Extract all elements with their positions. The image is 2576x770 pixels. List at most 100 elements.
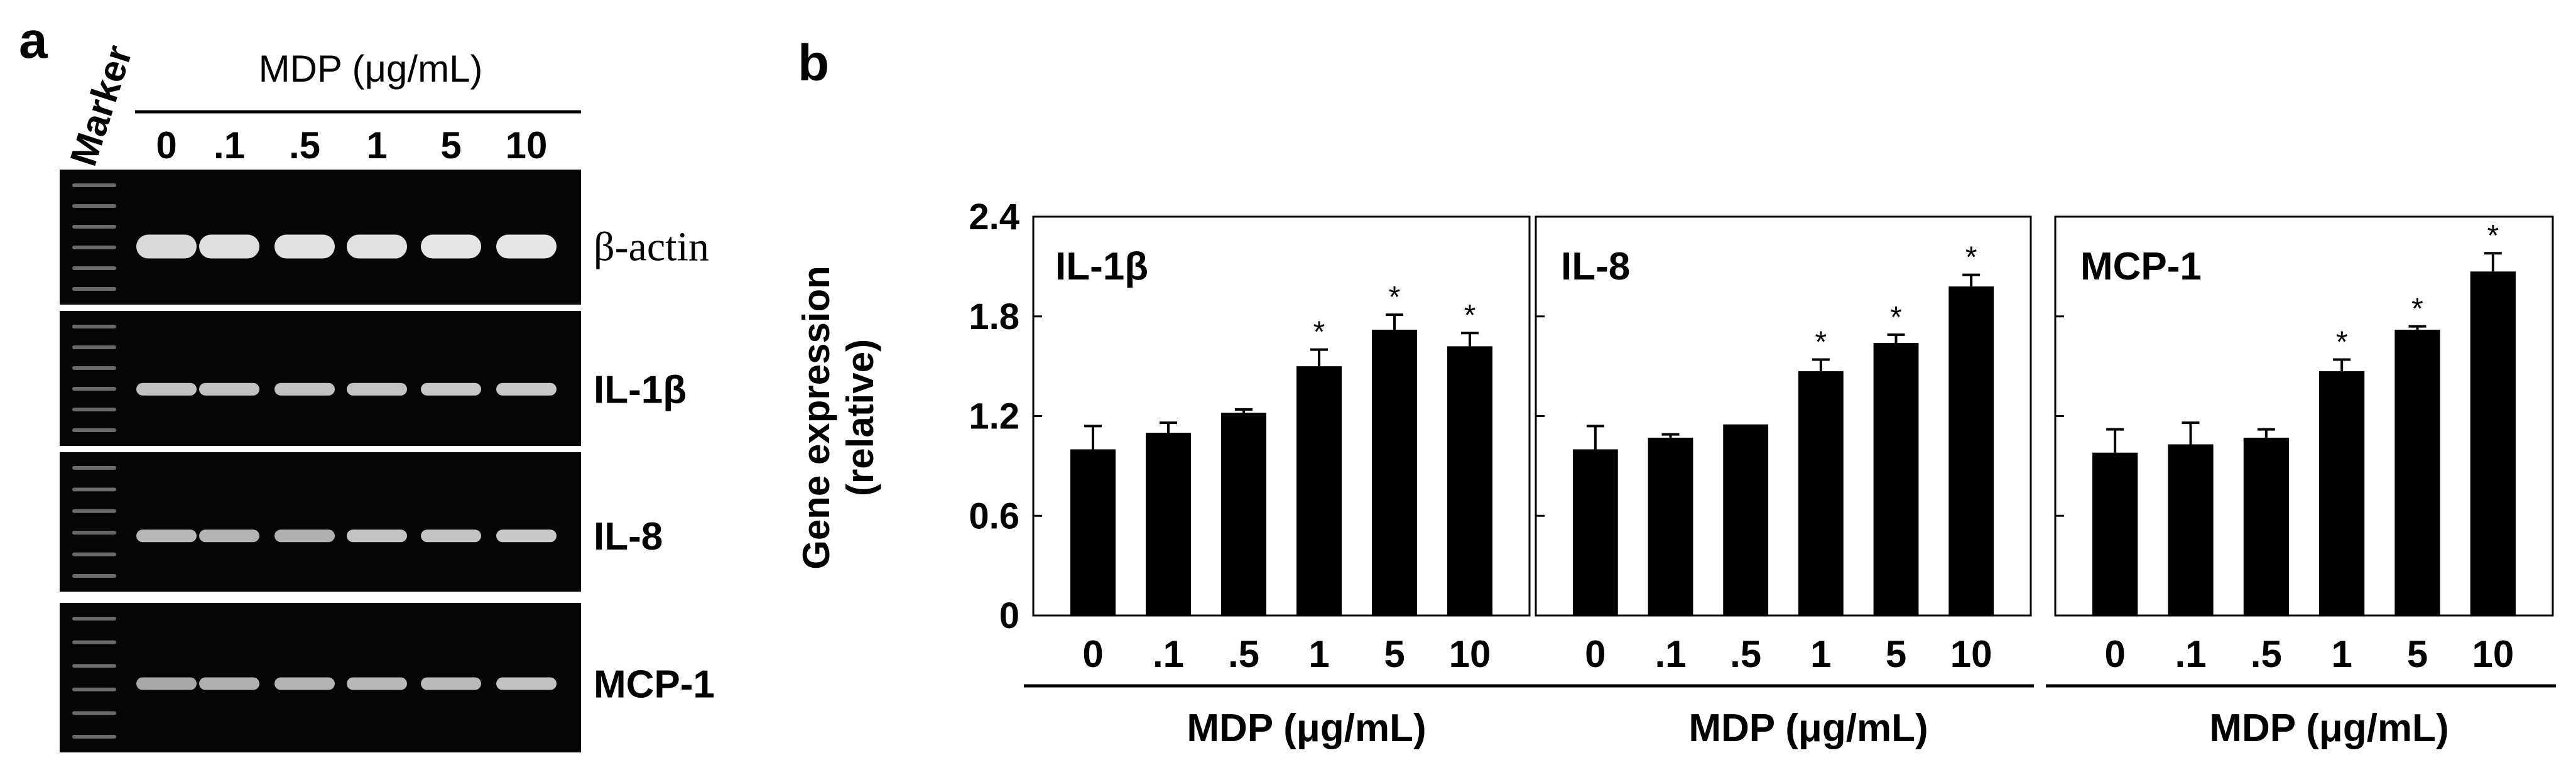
gel-band <box>421 234 481 259</box>
bar <box>1070 449 1116 615</box>
bar <box>2319 371 2365 615</box>
bar <box>1372 329 1417 615</box>
gel-band <box>421 677 481 690</box>
bar <box>1648 437 1693 615</box>
gel-3: MCP-1 <box>60 603 715 752</box>
y-axis-title-line1: Gene expression <box>795 266 837 570</box>
gel-band <box>274 234 335 259</box>
x-tick-label: 0 <box>2104 633 2125 675</box>
gel-background <box>60 311 581 446</box>
x-tick-label: 10 <box>2472 633 2514 675</box>
gel-band <box>347 529 407 543</box>
significance-marker: * <box>1389 281 1401 314</box>
x-tick-label: 5 <box>1886 633 1906 675</box>
x-tick-label: 0 <box>1585 633 1606 675</box>
gel-dose-label: .1 <box>214 124 245 166</box>
bar <box>2092 452 2138 615</box>
gel-band <box>274 382 335 396</box>
gel-panels: β-actin IL-1β IL-8 MCP-1 <box>60 170 715 752</box>
gel-band <box>199 677 259 690</box>
marker-ladder-band <box>72 287 116 291</box>
x-tick-label: .1 <box>1655 633 1686 675</box>
marker-ladder-band <box>72 387 116 391</box>
treatment-label: MDP (μg/mL) <box>259 48 483 90</box>
x-axis-label: MDP (μg/mL) <box>1688 707 1928 750</box>
bar <box>1873 343 1919 615</box>
x-axis-label: MDP (μg/mL) <box>1187 707 1426 750</box>
x-tick-label: 1 <box>1308 633 1329 675</box>
gel-band <box>421 529 481 543</box>
panel-a-letter: a <box>19 12 48 69</box>
chart-title: MCP-1 <box>2080 245 2202 288</box>
x-tick-label: .1 <box>2175 633 2206 675</box>
gel-band <box>347 382 407 396</box>
marker-ladder-band <box>72 735 116 739</box>
significance-marker: * <box>1815 326 1827 359</box>
marker-ladder-band <box>72 428 116 432</box>
gel-dose-labels: 0 .1 .5 1 5 10 <box>156 124 547 166</box>
bar <box>1221 413 1266 615</box>
y-tick-label: 0.6 <box>969 496 1019 536</box>
marker-label: Marker <box>62 40 141 171</box>
significance-marker: * <box>1965 241 1977 274</box>
marker-ladder-band <box>72 408 116 411</box>
x-tick-label: 5 <box>1384 633 1405 675</box>
gel-band <box>496 382 557 396</box>
significance-marker: * <box>2487 219 2499 252</box>
marker-ladder-band <box>72 204 116 208</box>
marker-ladder-band <box>72 552 116 556</box>
x-tick-label: 0 <box>1082 633 1103 675</box>
gel-dose-label: .5 <box>289 124 320 166</box>
bar <box>2243 437 2289 615</box>
marker-ladder-band <box>72 574 116 578</box>
bar <box>1447 346 1492 615</box>
x-tick-label: .5 <box>1730 633 1761 675</box>
marker-ladder-band <box>72 183 116 187</box>
gel-band <box>496 234 557 259</box>
gel-gene-label: IL-1β <box>594 369 687 412</box>
gel-gene-label: MCP-1 <box>594 663 715 707</box>
y-tick-label: 0 <box>999 595 1019 636</box>
gel-band <box>496 677 557 690</box>
marker-ladder-band <box>72 617 116 621</box>
panel-b-letter: b <box>798 35 829 92</box>
gel-band <box>136 382 197 396</box>
marker-ladder-band <box>72 711 116 715</box>
significance-marker: * <box>1890 301 1902 334</box>
marker-ladder-band <box>72 531 116 535</box>
chart-title: IL-8 <box>1561 245 1630 288</box>
x-tick-label: 5 <box>2407 633 2428 675</box>
bar <box>1572 449 1618 615</box>
gel-band <box>136 529 197 543</box>
marker-ladder-band <box>72 266 116 270</box>
gel-band <box>421 382 481 396</box>
bar <box>1723 424 1769 615</box>
chart-title: IL-1β <box>1055 245 1148 288</box>
x-tick-label: .5 <box>1228 633 1259 675</box>
gel-band <box>199 529 259 543</box>
y-tick-label: 2.4 <box>969 197 1019 237</box>
bar <box>1948 286 1994 615</box>
chart-2: MCP-1 0 .1 .5 * 1 * 5 * 10 MDP (μg/mL) <box>2046 215 2556 750</box>
y-axis-title-line2: (relative) <box>839 339 881 496</box>
gel-band <box>347 234 407 259</box>
bar <box>2394 329 2440 615</box>
significance-marker: * <box>2336 326 2348 359</box>
gel-gene-label: IL-8 <box>594 515 663 558</box>
gel-dose-label: 0 <box>156 124 177 166</box>
y-axis-title: Gene expression (relative) <box>795 266 881 570</box>
gel-band <box>347 677 407 690</box>
x-tick-label: 10 <box>1950 633 1992 675</box>
significance-marker: * <box>1313 316 1325 349</box>
marker-ladder-band <box>72 664 116 668</box>
x-tick-label: .5 <box>2251 633 2282 675</box>
marker-ladder-band <box>72 225 116 229</box>
bar <box>1798 371 1844 615</box>
gel-2: IL-8 <box>60 452 663 592</box>
chart-0: 0 0.6 1.2 1.8 2.4 IL-1β 0 .1 .5 * 1 * 5 * 10 MDP (μg/mL… <box>969 197 1533 750</box>
gel-gene-label: β-actin <box>594 224 709 270</box>
x-axis-label: MDP (μg/mL) <box>2209 707 2448 750</box>
chart-1: IL-8 0 .1 .5 * 1 * 5 * 10 MDP (μg/mL) <box>1526 215 2034 750</box>
